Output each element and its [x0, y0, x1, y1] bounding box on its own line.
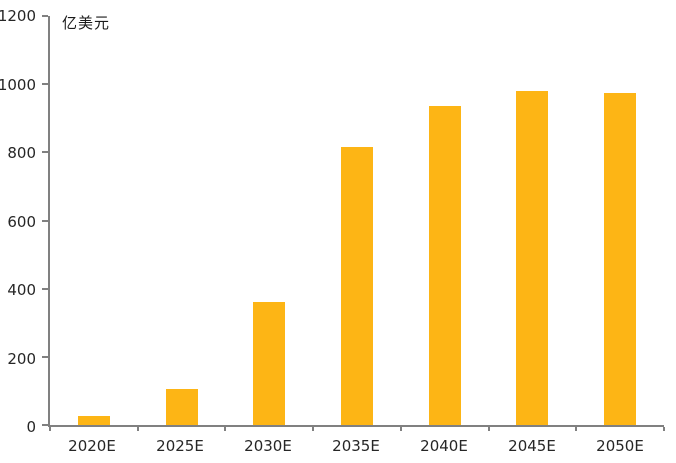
x-axis-tick-mark — [224, 427, 227, 431]
y-tick-label: 400 — [7, 281, 36, 300]
bar — [165, 389, 198, 425]
y-axis-tick-mark — [42, 151, 48, 154]
y-tick-label: 800 — [7, 144, 36, 163]
y-tick-label: 200 — [7, 349, 36, 368]
bars-container — [50, 16, 664, 425]
x-tick-label: 2045E — [508, 437, 556, 455]
x-tick-label: 2040E — [420, 437, 468, 455]
y-axis-unit-label: 亿美元 — [62, 14, 111, 32]
bar — [604, 92, 637, 425]
bar — [340, 147, 373, 425]
y-tick-label: 0 — [26, 418, 36, 436]
x-axis-tick-mark — [312, 427, 315, 431]
y-axis-tick-labels: 0 200 400 600 800 1000 1200 — [0, 7, 42, 436]
y-axis-tick-mark — [42, 83, 48, 86]
x-axis-tick-mark — [399, 427, 402, 431]
x-axis-tick-mark — [136, 427, 139, 431]
y-tick-label: 1000 — [0, 75, 36, 94]
y-tick-label: 1200 — [0, 7, 36, 25]
x-axis-tick-mark — [49, 427, 51, 431]
x-tick-label: 2035E — [332, 437, 380, 455]
x-axis-tick-mark — [663, 427, 665, 431]
x-axis-tick-mark — [487, 427, 490, 431]
bar — [516, 90, 549, 425]
x-axis-tick-mark — [575, 427, 578, 431]
bar — [253, 302, 286, 425]
y-tick-label: 600 — [7, 212, 36, 231]
bar — [77, 416, 110, 425]
y-axis-tick-mark — [42, 355, 48, 358]
x-axis-tick-labels: 2020E 2025E 2030E 2035E 2040E 2045E 2050E — [48, 433, 664, 459]
x-tick-label: 2020E — [68, 437, 116, 455]
plot-area — [42, 15, 665, 431]
y-axis-tick-mark — [42, 424, 48, 426]
y-axis-tick-mark — [42, 287, 48, 290]
x-tick-label: 2050E — [596, 437, 644, 455]
x-tick-label: 2030E — [244, 437, 292, 455]
x-tick-label: 2025E — [156, 437, 204, 455]
y-axis-tick-mark — [42, 15, 48, 17]
bar — [428, 106, 461, 425]
y-axis-tick-mark — [42, 219, 48, 222]
